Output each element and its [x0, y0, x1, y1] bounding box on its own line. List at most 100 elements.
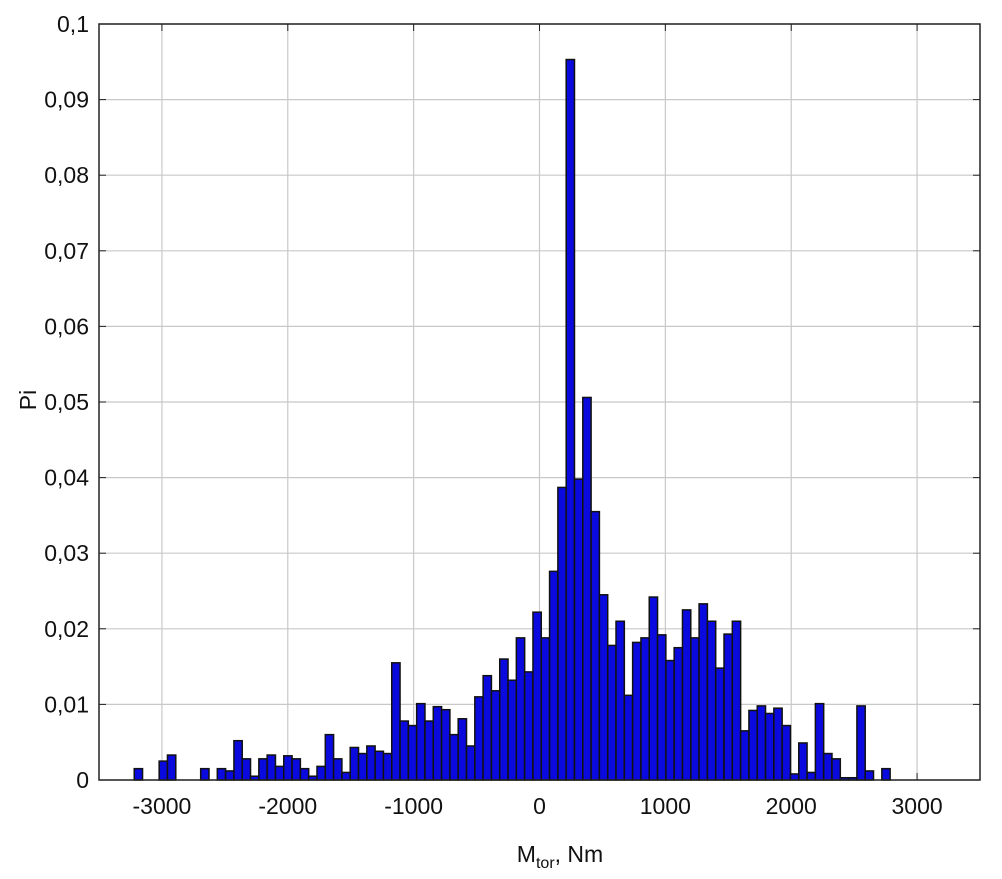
x-tick-label: 0 [533, 793, 546, 819]
bar [316, 765, 327, 781]
bar [557, 486, 567, 781]
bar [482, 674, 493, 781]
bar [673, 646, 684, 781]
bar [615, 620, 626, 781]
x-tick-label: 3000 [891, 793, 942, 819]
bar [864, 770, 875, 781]
bar [366, 745, 376, 781]
bar [515, 637, 526, 781]
x-label-main: M [517, 841, 536, 867]
bar [606, 644, 617, 781]
bar [415, 702, 426, 781]
bar [640, 637, 650, 781]
bar [507, 679, 518, 781]
bar [773, 707, 783, 781]
bar [457, 718, 468, 781]
bar [781, 724, 792, 781]
plot-frame [98, 23, 981, 781]
bar [133, 767, 144, 781]
y-tick-label: 0,01 [44, 691, 89, 717]
bar [258, 758, 268, 781]
bar [706, 620, 717, 781]
bar [324, 733, 335, 781]
y-tick-label: 0,09 [44, 87, 89, 113]
bar [665, 659, 675, 781]
bar [341, 771, 351, 781]
bar [390, 662, 401, 781]
bar [523, 671, 534, 781]
bar [822, 752, 833, 781]
bar [158, 760, 169, 781]
bar [573, 478, 584, 781]
bar [806, 771, 817, 781]
bar [714, 667, 725, 781]
x-axis-label: Mtor, Nm [517, 841, 603, 872]
bar [831, 758, 842, 781]
bar [681, 609, 692, 781]
bar [424, 720, 435, 781]
bar [789, 773, 800, 781]
y-tick-label: 0,05 [44, 389, 89, 415]
bar [349, 746, 360, 781]
y-tick-label: 0,07 [44, 238, 89, 264]
bar [449, 733, 459, 781]
bar [598, 594, 609, 781]
bar [432, 705, 443, 781]
x-tick-label: 2000 [766, 793, 817, 819]
bar [374, 750, 385, 781]
bar [332, 758, 343, 781]
bar [631, 641, 642, 781]
bar [233, 739, 243, 781]
bar [548, 570, 559, 781]
bar [756, 705, 767, 781]
y-tick-label: 0 [76, 767, 89, 793]
bar [698, 603, 709, 781]
bar [382, 752, 393, 781]
x-tick-label: -1000 [384, 793, 443, 819]
x-tick-label: 1000 [640, 793, 691, 819]
bar [474, 696, 484, 781]
bar [399, 720, 410, 781]
bar [490, 690, 501, 781]
bar [216, 767, 227, 781]
bar [299, 767, 310, 781]
bar [274, 765, 285, 781]
bar [881, 767, 891, 781]
bar [590, 510, 601, 781]
x-label-sub: tor [536, 855, 555, 872]
bar [166, 754, 177, 781]
x-tick-label: -3000 [133, 793, 192, 819]
bar [798, 742, 808, 781]
bar [723, 633, 734, 781]
y-tick-label: 0,04 [44, 465, 89, 491]
bar [498, 658, 509, 781]
bar [241, 758, 252, 781]
x-tick-label: -2000 [258, 793, 317, 819]
bar [748, 709, 758, 781]
bar [266, 754, 277, 781]
bar [731, 620, 742, 781]
bar [565, 58, 576, 781]
bar [465, 745, 476, 781]
bar [291, 758, 302, 781]
bar [224, 770, 235, 781]
bar [357, 752, 368, 781]
bar [283, 755, 293, 781]
bar [814, 702, 825, 781]
bar [623, 694, 634, 781]
bar [199, 767, 210, 781]
y-tick-label: 0,1 [57, 11, 89, 37]
y-tick-label: 0,08 [44, 162, 89, 188]
x-label-rest: , Nm [555, 841, 604, 867]
y-tick-label: 0,03 [44, 540, 89, 566]
bar [540, 637, 551, 781]
y-tick-label: 0,02 [44, 616, 89, 642]
bar [648, 596, 659, 781]
bar [856, 705, 866, 781]
y-axis-label: Pi [15, 390, 41, 410]
bar [739, 730, 750, 781]
bar [532, 611, 543, 781]
bar [407, 724, 418, 781]
bar [440, 708, 451, 781]
